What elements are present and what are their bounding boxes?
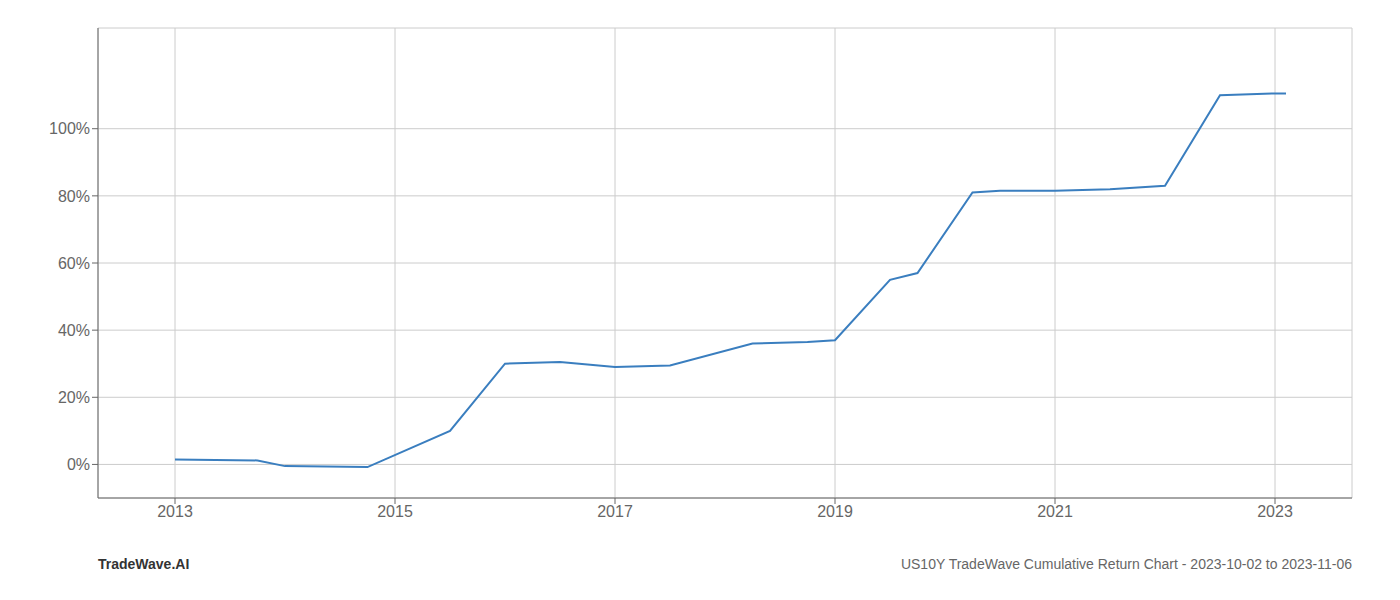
svg-text:2019: 2019 [817,503,853,520]
html-text:TradeWave.AI: TradeWave.AI [98,556,190,572]
svg-text:2015: 2015 [377,503,413,520]
svg-text:40%: 40% [58,322,90,339]
svg-text:0%: 0% [67,456,90,473]
html-text:US10Y TradeWave Cumulative Ret: US10Y TradeWave Cumulative Return Chart … [900,556,1352,572]
svg-text:2023: 2023 [1257,503,1293,520]
svg-text:100%: 100% [49,120,90,137]
svg-text:2021: 2021 [1037,503,1073,520]
svg-text:20%: 20% [58,389,90,406]
svg-text:80%: 80% [58,188,90,205]
svg-text:2017: 2017 [597,503,633,520]
svg-text:60%: 60% [58,255,90,272]
svg-text:2013: 2013 [157,503,193,520]
